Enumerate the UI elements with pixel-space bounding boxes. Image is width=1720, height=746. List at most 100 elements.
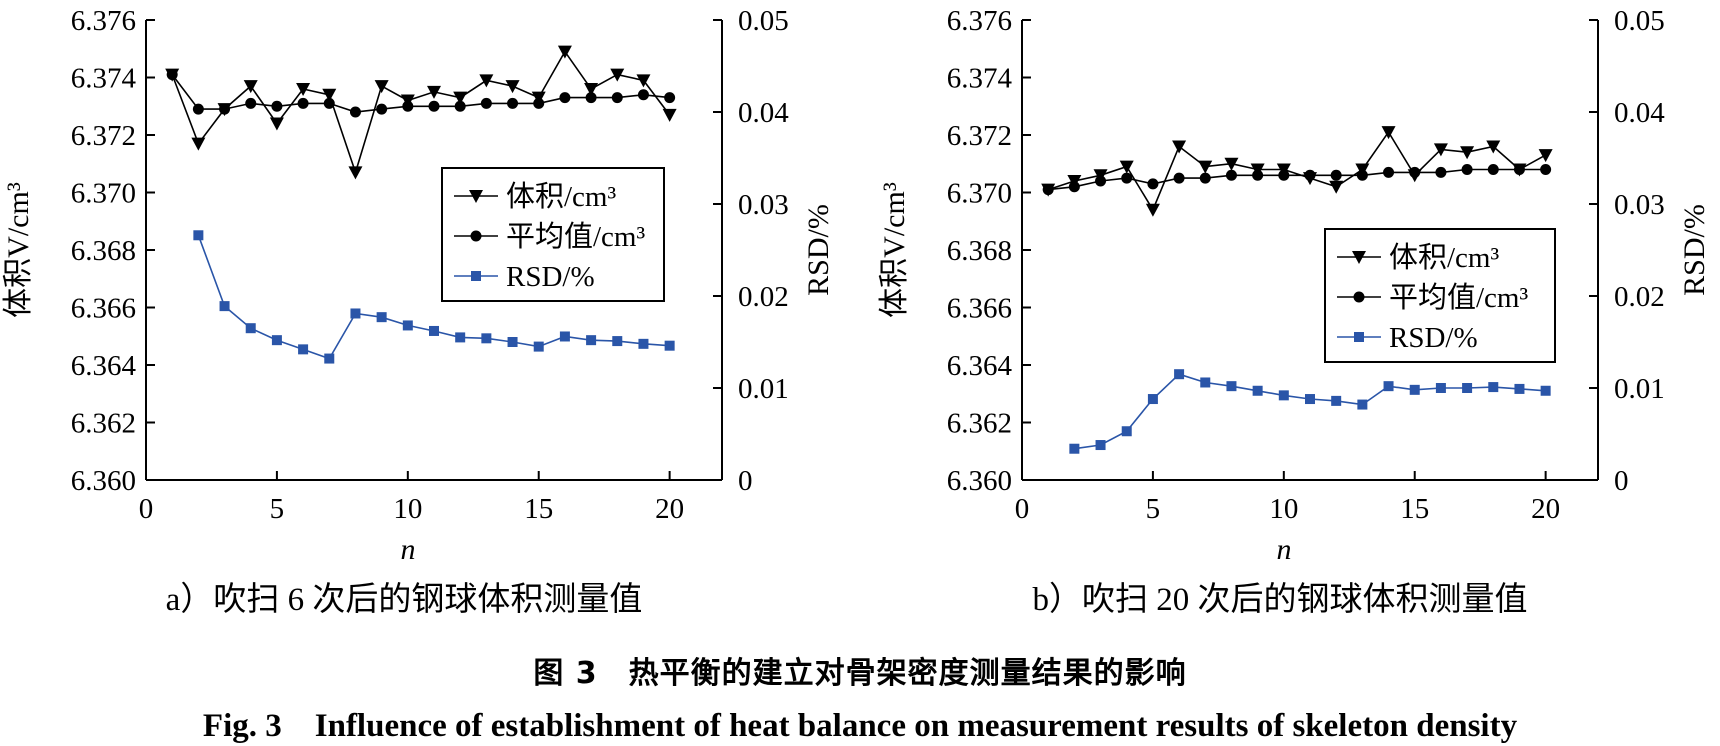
panel-b-series-1-point: [1147, 178, 1159, 190]
panel-b-series-1-point: [1173, 172, 1185, 184]
panel-b-y2tick-label: 0.04: [1614, 97, 1665, 129]
panel-a-xtick-label: 20: [655, 493, 684, 525]
figure-charts: 6.360 6.362 6.364 6.366 6.368 6.370 6.372 6.374…: [2, 5, 1711, 618]
panel-a-series-0-point: [610, 68, 625, 82]
panel-b-ytick-label: 6.366: [947, 293, 1012, 325]
panel-a-legend-label-1: 平均值/cm³: [506, 220, 645, 253]
panel-b-series-1-point: [1095, 175, 1107, 187]
panel-a-series-0-line: [171, 50, 671, 176]
panel-a-series-1-point: [323, 97, 335, 109]
panel-b-series-2-point: [1226, 381, 1237, 392]
panel-b-series-1-point: [1513, 164, 1525, 175]
panel-b-xtick-label: 20: [1531, 493, 1560, 525]
panel-b-series-2-point: [1514, 383, 1525, 394]
panel-a-ytick-label: 6.376: [71, 5, 136, 37]
panel-b-series-2-point: [1462, 383, 1473, 393]
panel-b-legend-label-2: RSD/%: [1389, 322, 1478, 354]
panel-a-series-1-point: [585, 92, 597, 104]
panel-a-series-2-point: [350, 308, 361, 319]
panel-a-series-0-point: [269, 117, 284, 131]
panel-b-legend-label-1: 平均值/cm³: [1389, 281, 1528, 314]
panel-a-series-2-point: [586, 335, 597, 346]
panel-b-series-1-point: [1540, 164, 1552, 175]
panel-b-series-0-point: [1329, 180, 1344, 194]
panel-a-series-1-point: [219, 103, 231, 115]
panel-a-series-0-point: [453, 91, 468, 105]
panel-a-series-1-point: [402, 100, 414, 112]
panel-b-legend-label-0: 体积/cm³: [1389, 241, 1499, 274]
panel-b-series-1-point: [1330, 169, 1342, 181]
panel-a-series-0-point: [374, 80, 389, 94]
panel-b-series-2-point: [1409, 384, 1420, 395]
panel-b-series-0-point: [1198, 160, 1213, 174]
panel-b-xtick-label: 10: [1269, 493, 1298, 525]
panel-b-series-0-point: [1538, 149, 1553, 163]
panel-a-series-1-point: [480, 97, 492, 109]
panel-a-series-2-point: [455, 332, 466, 343]
panel-a-series-0-point: [557, 45, 572, 59]
panel-a-y2tick-label: 0.03: [738, 189, 789, 221]
panel-b-subtitle: b）吹扫 20 次后的钢球体积测量值: [1033, 581, 1528, 618]
panel-b-series-1-point: [1278, 169, 1290, 181]
panel-b-series-2-point: [1305, 394, 1315, 405]
panel-a-series-2-point: [271, 335, 282, 346]
panel-a-y2tick-label: 0: [738, 465, 753, 497]
panel-a-xtick-label: 10: [393, 493, 422, 525]
panel-a-xtick-label: 15: [524, 493, 553, 525]
panel-b-series-2-point: [1435, 383, 1446, 393]
panel-a-series-2-point: [481, 333, 492, 344]
panel-a-y2tick-label: 0.05: [738, 5, 789, 37]
panel-a-series-2-point: [193, 230, 204, 241]
panel-b-series-2-point: [1200, 377, 1211, 388]
panel-b-series-2-point: [1069, 443, 1080, 454]
panel-b-xtick-label: 5: [1146, 493, 1161, 525]
panel-b-ytick-label: 6.362: [947, 408, 1012, 440]
panel-a-y2tick-label: 0.04: [738, 97, 789, 129]
panel-a-series-1-point: [637, 89, 649, 101]
panel-a-legend-marker-0: [469, 190, 483, 203]
panel-b-legend-marker-0: [1352, 251, 1366, 264]
panel-a-legend-label-2: RSD/%: [506, 261, 595, 293]
panel-a-series-1-point: [428, 100, 440, 112]
panel-b-series-1-point: [1199, 172, 1211, 184]
panel-b-legend-marker-2: [1354, 332, 1364, 342]
panel-b-series-0-point: [1119, 160, 1134, 174]
panel-b-series-2-point: [1252, 385, 1263, 396]
panel-b-series-1-point: [1068, 181, 1080, 193]
panel-a-series-1-point: [271, 100, 283, 112]
panel-b-series-1-point: [1252, 169, 1264, 181]
panel-a-series-1-point: [192, 103, 204, 115]
panel-a-legend-marker-2: [471, 271, 481, 281]
panel-a-ylabel: 体积V/cm³: [2, 182, 35, 318]
panel-b-ytick-label: 6.364: [947, 350, 1013, 382]
panel-b-ytick-label: 6.376: [947, 5, 1012, 37]
panel-b-xlabel: n: [1277, 533, 1292, 566]
panel-a-series-1-point: [664, 92, 676, 104]
panel-b-series-2-point: [1488, 382, 1499, 393]
panel-a-xtick-label: 0: [139, 493, 154, 525]
panel-a-series-2-point: [376, 312, 387, 323]
panel-a-xlabel: n: [401, 533, 416, 566]
panel-a-series-1-point: [245, 97, 257, 109]
panel-a-series-2-point: [638, 338, 649, 349]
panel-b-ytick-label: 6.372: [947, 120, 1012, 152]
panel-a-series-1-point: [166, 69, 178, 81]
panel-b-y2tick-label: 0: [1614, 465, 1629, 497]
panel-a-y2tick-label: 0.01: [738, 373, 789, 405]
panel-a-series-0-point: [427, 85, 441, 99]
panel-a-series-0-point: [662, 108, 677, 122]
panel-b-ylabel: 体积V/cm³: [878, 182, 911, 318]
panel-a-series-2-point: [533, 341, 544, 352]
panel-b-y2tick-label: 0.03: [1614, 189, 1665, 221]
panel-a-xtick-label: 5: [270, 493, 285, 525]
panel-b-series-2-point: [1095, 440, 1106, 451]
panel-b-series-0-point: [1486, 140, 1501, 154]
panel-b-series-1-point: [1121, 172, 1133, 184]
panel-b-y2label: RSD/%: [1678, 204, 1711, 296]
panel-b-ytick-label: 6.368: [947, 235, 1012, 267]
panel-a-series-0-point: [243, 80, 258, 94]
panel-a-ytick-label: 6.362: [71, 408, 136, 440]
panel-b-series-0-point: [1460, 146, 1475, 160]
panel-b-xtick-label: 0: [1015, 493, 1030, 525]
panel-b-series-1-point: [1409, 166, 1421, 178]
